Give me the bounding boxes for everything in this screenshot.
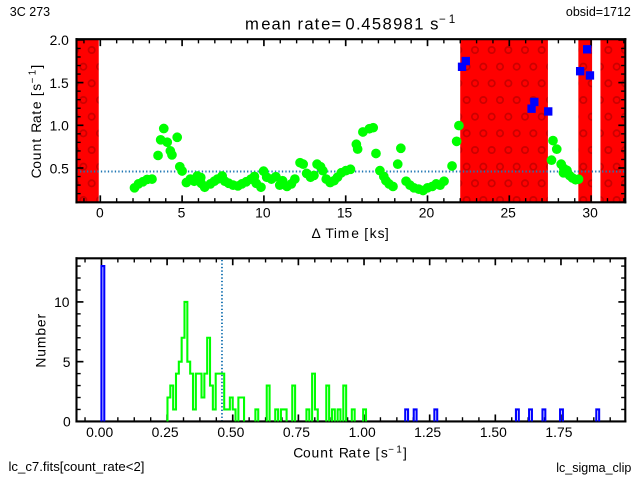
svg-text:3C 273: 3C 273 <box>10 5 50 19</box>
svg-text:0: 0 <box>63 414 71 430</box>
svg-text:0.00: 0.00 <box>86 424 113 440</box>
svg-text:25: 25 <box>500 205 516 221</box>
svg-text:lc_c7.fits[count_rate<2]: lc_c7.fits[count_rate<2] <box>9 459 145 474</box>
svg-text:1.25: 1.25 <box>414 424 441 440</box>
svg-text:0.5: 0.5 <box>50 160 70 176</box>
svg-text:15: 15 <box>337 205 353 221</box>
svg-text:20: 20 <box>419 205 435 221</box>
svg-text:m e a n: m e a n r a t e = 0 . 4 5 8 9 8 1 s − 1 <box>245 3 455 34</box>
svg-text:C o u n: C o u n t R a t e [ s ] − 1 <box>16 59 46 179</box>
svg-text:1.75: 1.75 <box>545 424 572 440</box>
svg-text:10: 10 <box>255 205 271 221</box>
svg-text:10: 10 <box>54 294 70 310</box>
svg-text:1.5: 1.5 <box>49 75 69 91</box>
svg-text:Δ T i: Δ T i m e [ k s ] <box>311 218 390 243</box>
svg-text:Number: Number <box>33 313 49 368</box>
svg-text:5: 5 <box>178 205 186 221</box>
svg-text:0: 0 <box>96 205 104 221</box>
svg-text:2.0: 2.0 <box>50 32 70 48</box>
svg-text:1.50: 1.50 <box>480 424 507 440</box>
svg-text:5: 5 <box>63 354 71 370</box>
svg-text:0.75: 0.75 <box>283 424 310 440</box>
svg-text:lc_sigma_clip: lc_sigma_clip <box>556 461 631 475</box>
svg-text:0.25: 0.25 <box>152 424 179 440</box>
svg-text:obsid=1712: obsid=1712 <box>566 5 631 19</box>
svg-text:1.0: 1.0 <box>50 118 70 134</box>
svg-text:C o u n: C o u n t R a t e [ s ] − 1 <box>293 432 413 462</box>
svg-text:0.50: 0.50 <box>217 424 244 440</box>
svg-text:30: 30 <box>582 205 598 221</box>
svg-text:1.00: 1.00 <box>349 424 376 440</box>
